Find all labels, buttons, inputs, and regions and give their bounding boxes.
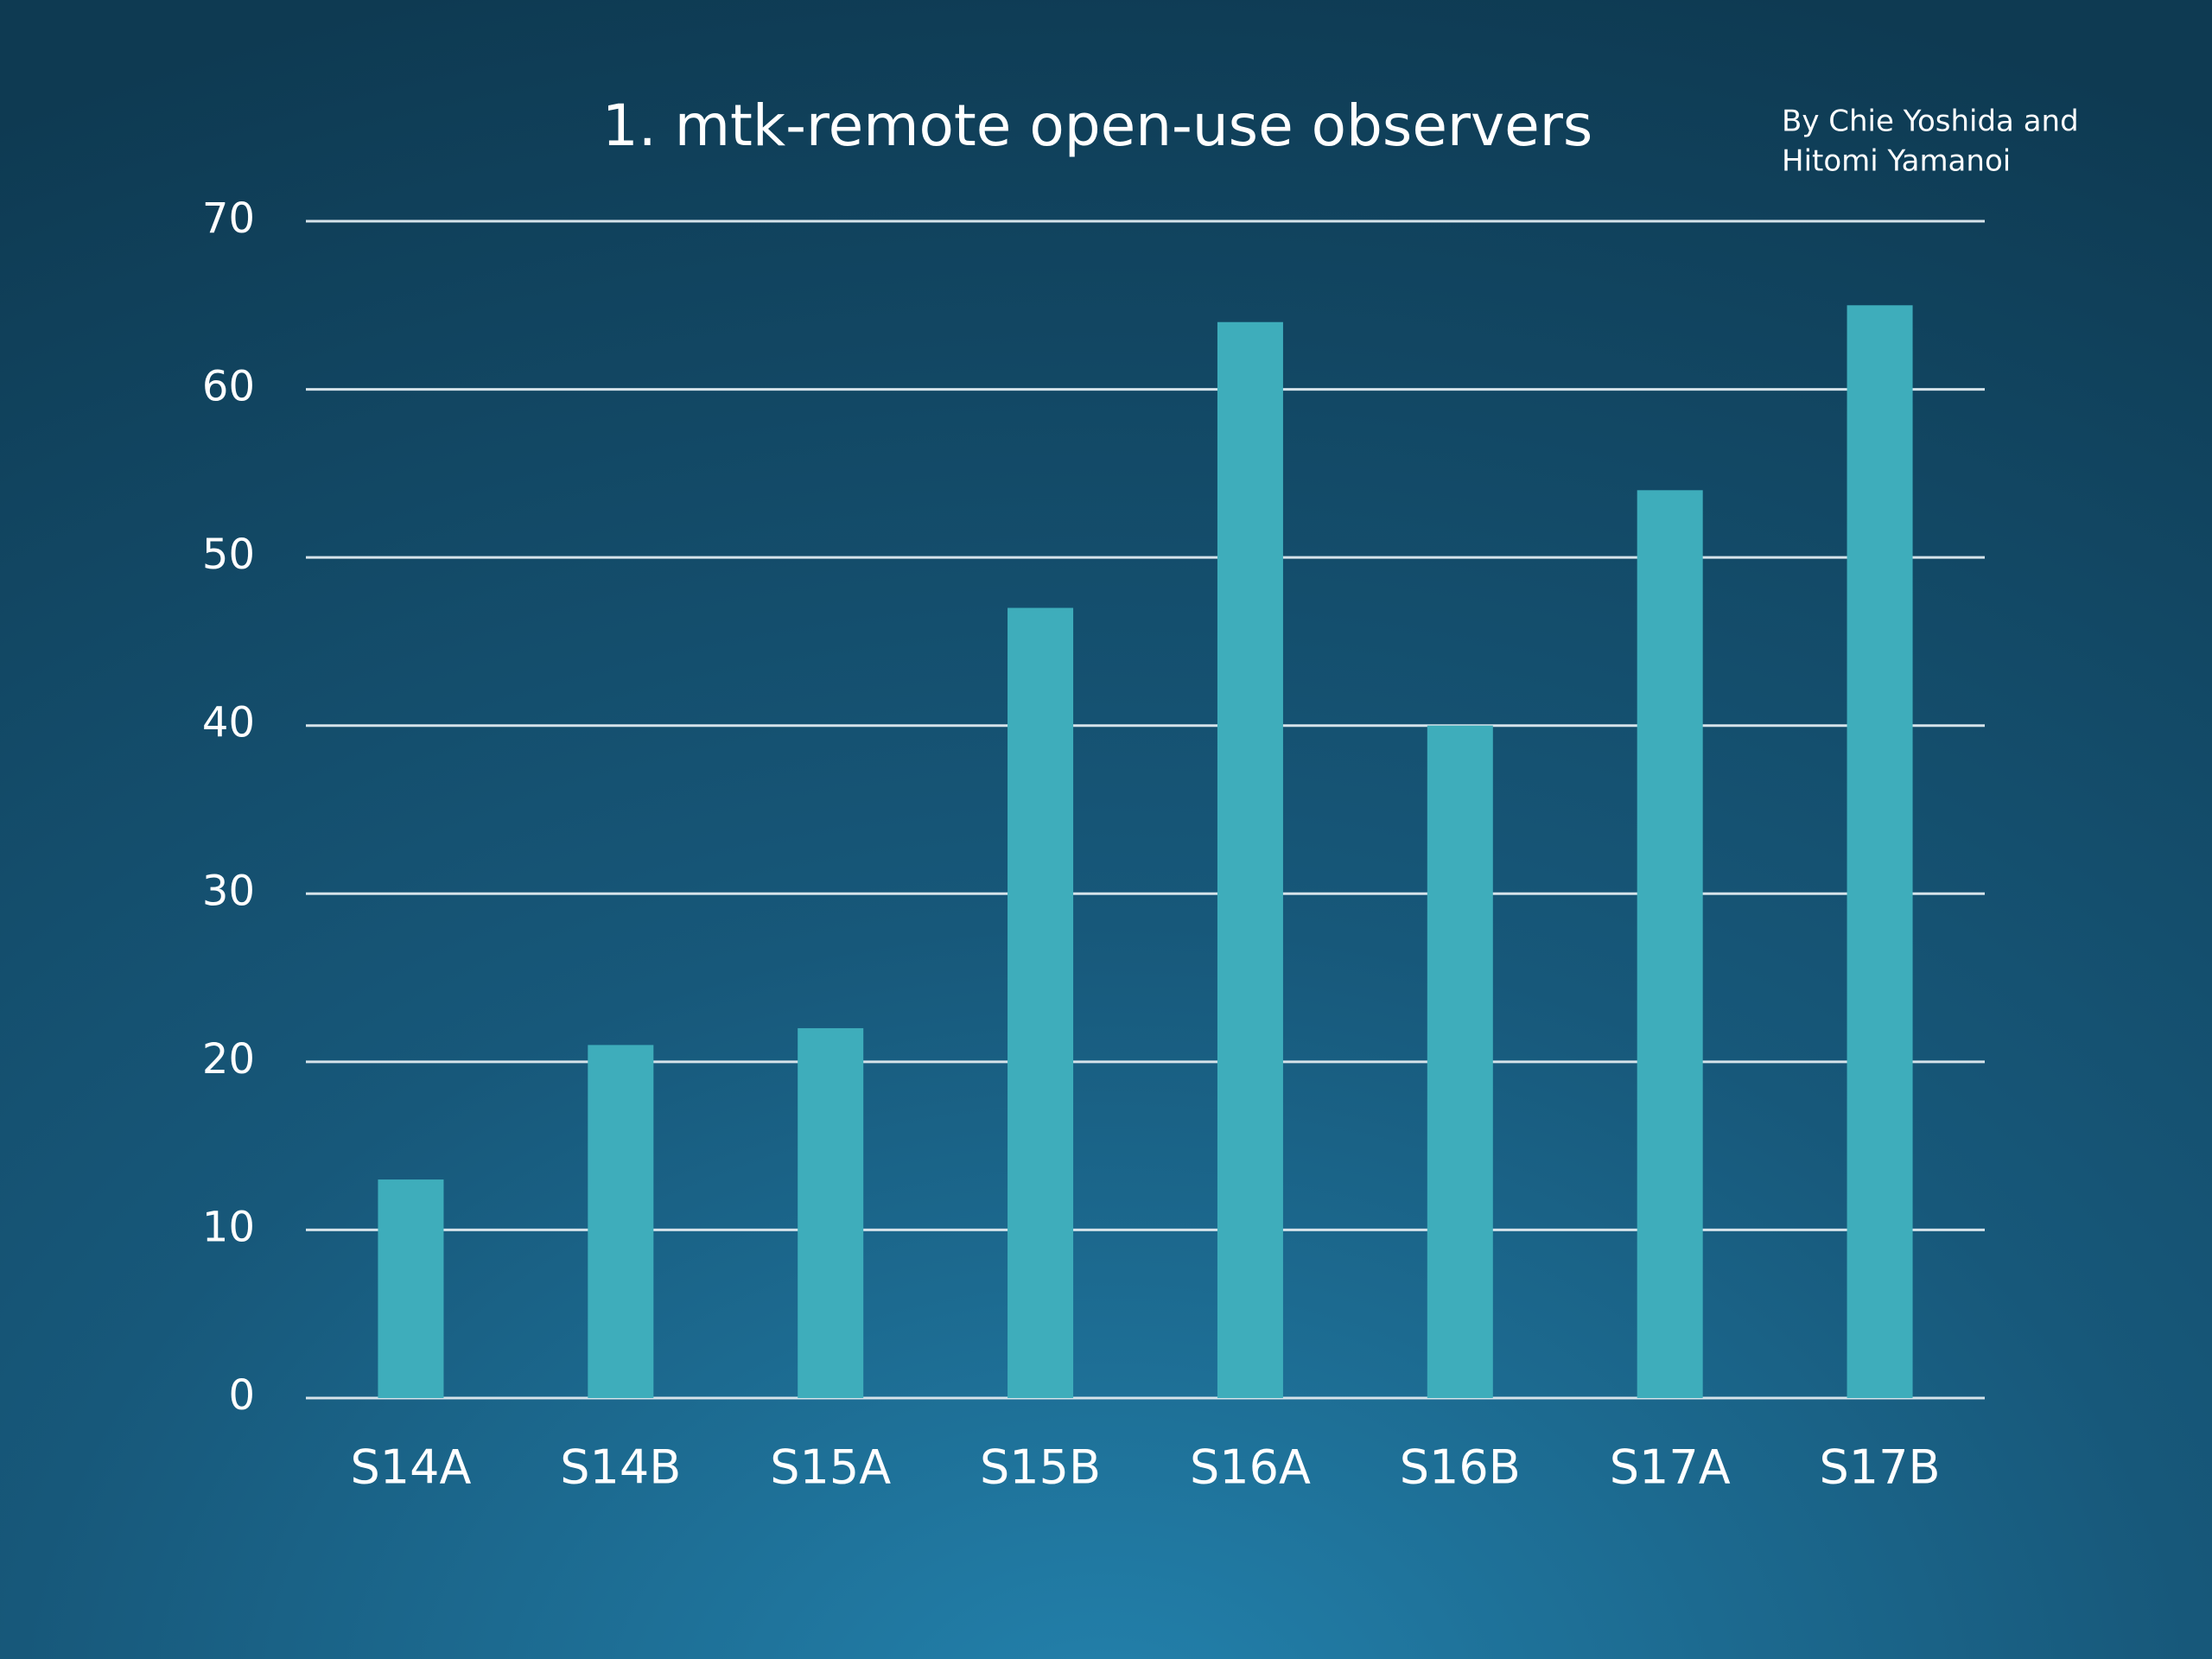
bar (1217, 321, 1283, 1398)
x-tick-label: S15B (980, 1440, 1101, 1495)
credit-line: Hitomi Yamanoi (1782, 144, 2011, 179)
chart-title: 1. mtk-remote open-use observers (602, 92, 1593, 159)
bar (1427, 725, 1493, 1398)
y-tick-label: 20 (202, 1035, 255, 1084)
bar (588, 1045, 654, 1398)
x-tick-label: S16B (1400, 1440, 1521, 1495)
y-tick-label: 70 (202, 194, 255, 243)
y-tick-label: 50 (202, 531, 255, 579)
bar (1847, 305, 1913, 1399)
y-tick-label: 0 (228, 1371, 255, 1420)
x-tick-label: S17B (1820, 1440, 1941, 1495)
y-tick-label: 10 (202, 1203, 255, 1251)
x-tick-label: S14B (560, 1440, 681, 1495)
y-tick-label: 40 (202, 699, 255, 747)
x-tick-label: S15A (770, 1440, 891, 1495)
credit-line: By Chie Yoshida and (1782, 105, 2079, 139)
y-tick-label: 60 (202, 363, 255, 411)
bar (1637, 490, 1703, 1399)
y-tick-label: 30 (202, 867, 255, 915)
x-tick-label: S16A (1190, 1440, 1311, 1495)
bar (378, 1179, 444, 1398)
bar (1007, 607, 1074, 1398)
x-tick-label: S17A (1610, 1440, 1731, 1495)
bar (798, 1027, 864, 1398)
x-tick-label: S14A (350, 1440, 471, 1495)
